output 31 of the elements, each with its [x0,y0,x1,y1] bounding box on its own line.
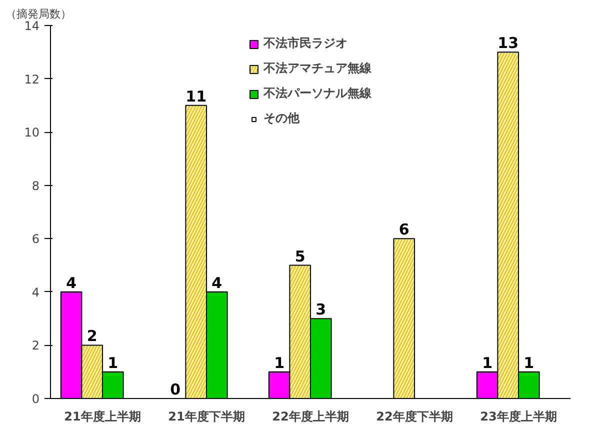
y-tick-label: 8 [32,178,40,193]
data-label: 3 [316,300,326,319]
data-label: 1 [274,354,285,372]
data-label: 6 [398,220,410,239]
data-label: 0 [170,380,181,398]
x-tick-label: 22年度上半期 [272,410,349,424]
legend-label: その他 [264,110,300,127]
data-label: 4 [212,274,222,292]
legend-label: 不法アマチュア無線 [264,60,372,77]
data-label: 13 [498,34,519,52]
y-tick-label: 10 [24,126,40,140]
x-tick-label: 21年度下半期 [168,410,245,424]
legend-label: 不法パーソナル無線 [264,85,372,102]
data-label: 1 [108,354,118,372]
y-axis-title: （摘発局数） [6,8,72,20]
y-tick-label: 0 [32,392,40,406]
data-label: 4 [66,274,77,292]
x-tick-label: 23年度上半期 [480,410,557,424]
y-tick-label: 6 [32,232,40,246]
x-tick-label: 22年度下半期 [376,410,453,424]
data-label: 1 [482,354,493,372]
x-tick-label: 21年度上半期 [64,410,141,424]
legend-label: 不法市民ラジオ [264,35,348,52]
y-tick-label: 4 [32,285,40,300]
data-label: 2 [86,327,98,346]
y-tick-label: 2 [32,338,40,353]
data-label: 11 [186,87,207,106]
y-tick-label: 12 [24,72,40,86]
data-label: 5 [294,247,306,266]
y-tick-label: 14 [24,19,40,33]
data-label: 1 [524,354,534,372]
